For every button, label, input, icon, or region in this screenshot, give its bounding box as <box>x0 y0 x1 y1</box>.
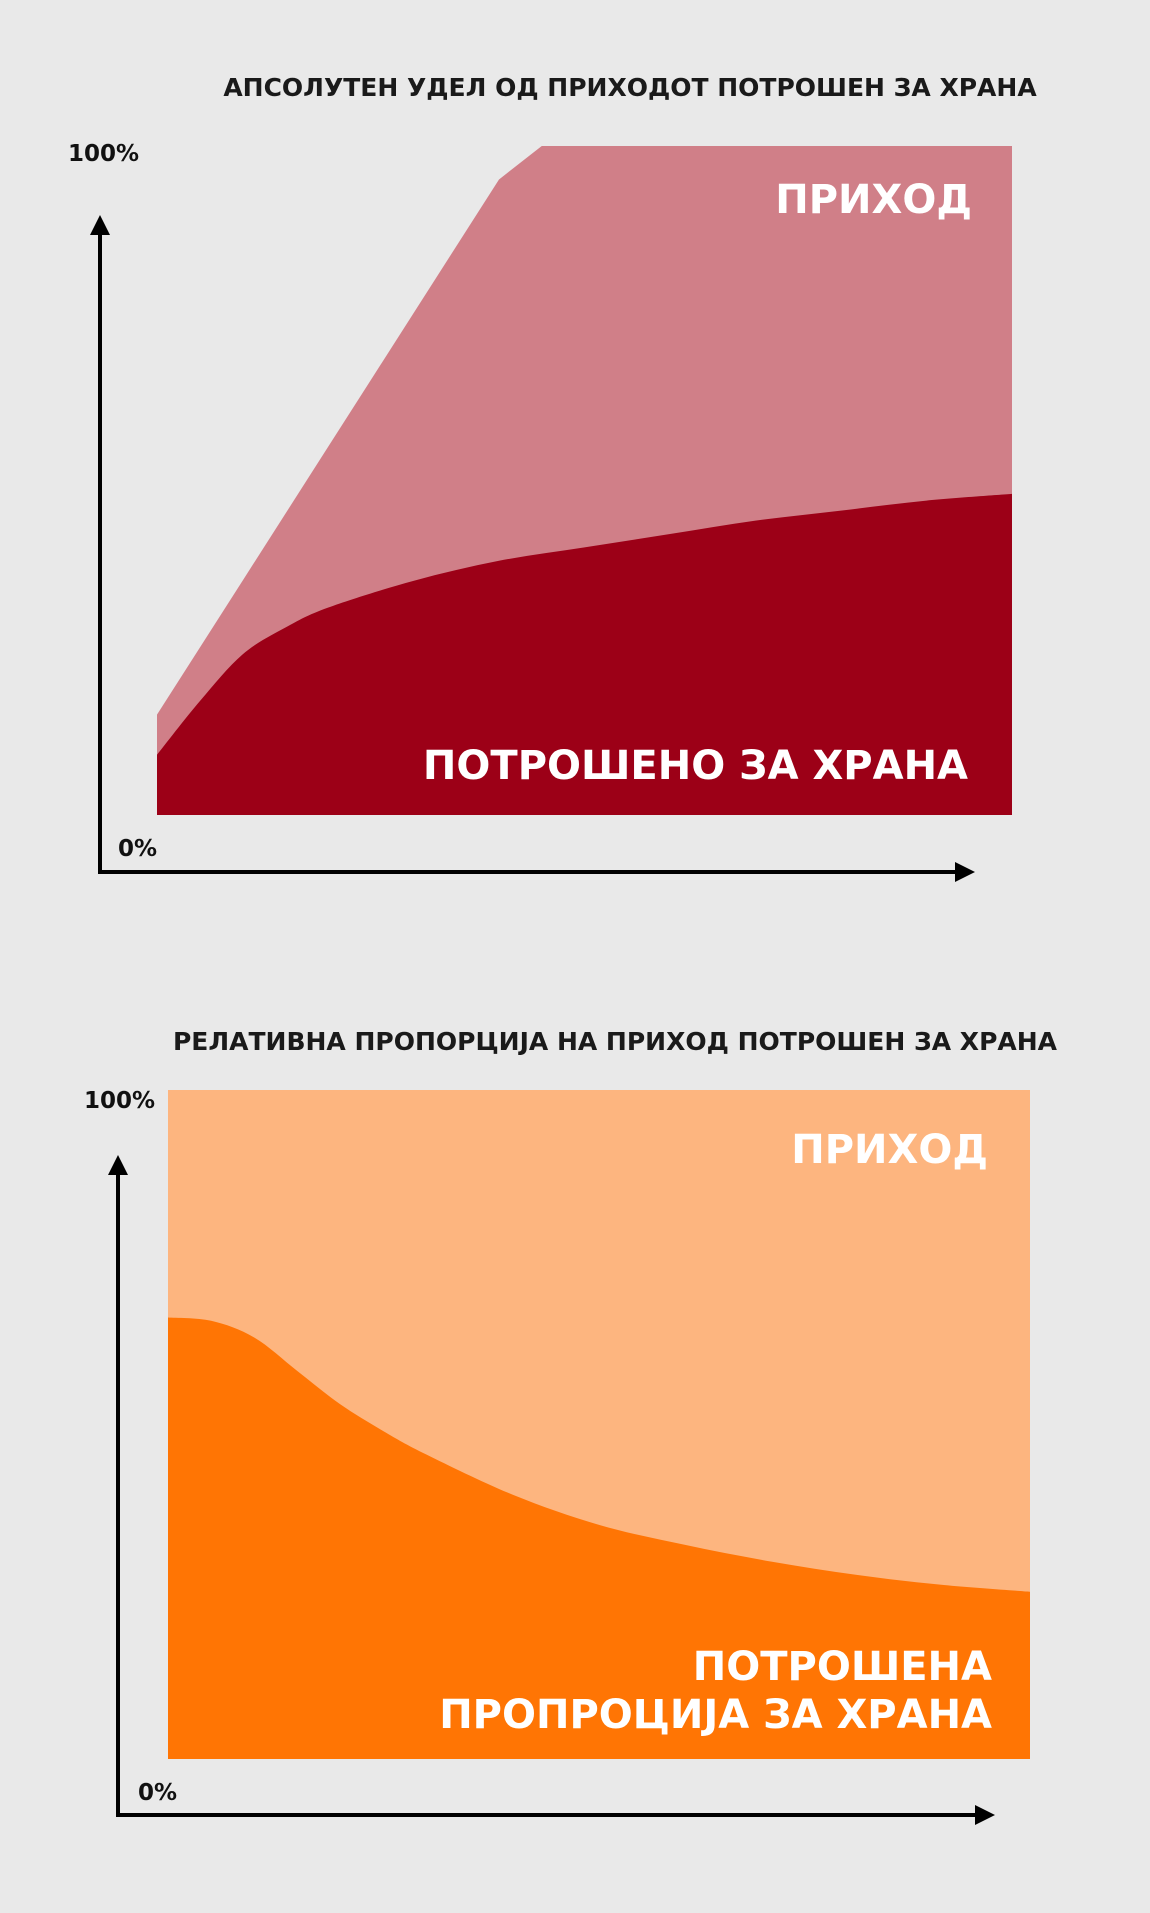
y-tick-top: 100% <box>84 1088 155 1114</box>
food-label-line-2: ПРОПРОЦИЈА ЗА ХРАНА <box>439 1692 992 1738</box>
chart-relative: РЕЛАТИВНА ПРОПОРЦИЈА НА ПРИХОД ПОТРОШЕН … <box>84 1027 1058 1825</box>
y-tick-bottom: 0% <box>118 836 157 862</box>
income-label: ПРИХОД <box>791 1127 988 1173</box>
food-area <box>157 493 1012 815</box>
y-tick-bottom: 0% <box>138 1780 177 1806</box>
chart-title: АПСОЛУТЕН УДЕЛ ОД ПРИХОДОТ ПОТРОШЕН ЗА Х… <box>223 73 1037 102</box>
income-label: ПРИХОД <box>775 177 972 223</box>
food-label: ПОТРОШЕНО ЗА ХРАНА <box>423 743 968 789</box>
food-label-line-1: ПОТРОШЕНА <box>693 1644 992 1690</box>
y-tick-top: 100% <box>68 141 139 167</box>
food-area <box>168 1317 1030 1759</box>
chart-title: РЕЛАТИВНА ПРОПОРЦИЈА НА ПРИХОД ПОТРОШЕН … <box>173 1027 1058 1056</box>
chart-absolute: АПСОЛУТЕН УДЕЛ ОД ПРИХОДОТ ПОТРОШЕН ЗА Х… <box>68 73 1037 882</box>
